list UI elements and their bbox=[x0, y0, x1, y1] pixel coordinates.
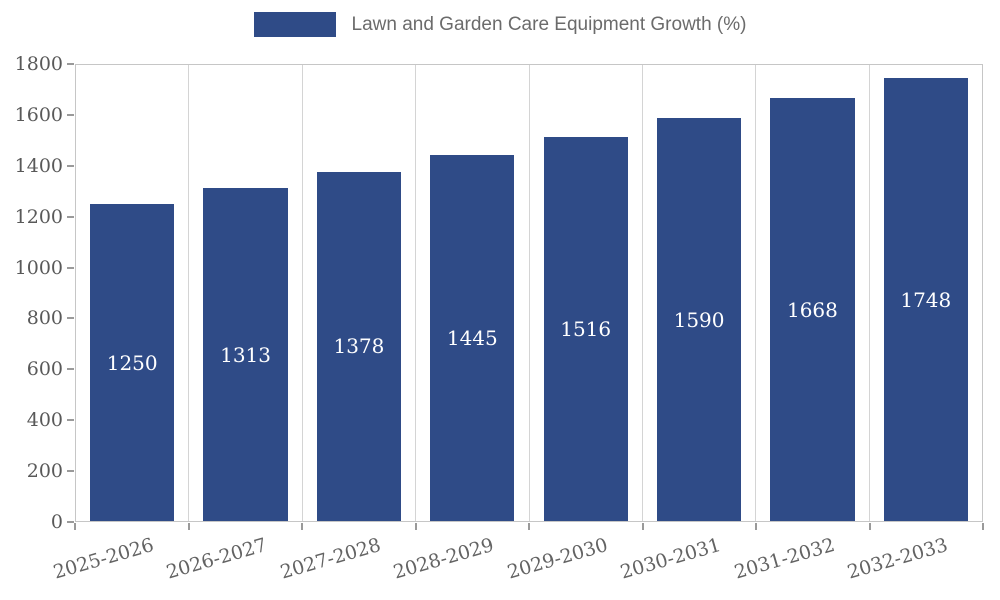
legend-swatch bbox=[253, 12, 336, 37]
y-tick-mark bbox=[67, 521, 74, 523]
bar: 1748 bbox=[883, 78, 968, 521]
x-tick-mark bbox=[982, 523, 984, 530]
y-tick-label: 600 bbox=[26, 358, 63, 381]
category-slot: 1748 bbox=[870, 65, 982, 521]
x-tick-mark bbox=[528, 523, 530, 530]
plot-area: 1250 1313 1378 1445 1516 1590 1668 1748 bbox=[75, 64, 983, 522]
x-tick-label: 2030-2031 bbox=[618, 534, 724, 584]
y-tick-mark bbox=[67, 63, 74, 65]
y-tick-mark bbox=[67, 470, 74, 473]
y-tick-mark bbox=[67, 368, 74, 371]
y-tick-label: 1200 bbox=[14, 205, 63, 228]
bar-value-label: 1668 bbox=[786, 297, 838, 322]
y-tick-label: 1600 bbox=[14, 103, 63, 126]
bar: 1516 bbox=[543, 136, 628, 521]
x-tick-mark bbox=[74, 523, 76, 530]
y-tick-mark bbox=[67, 419, 74, 422]
y-tick-mark bbox=[67, 164, 74, 167]
x-tick-label: 2025-2026 bbox=[50, 534, 156, 584]
x-tick-mark bbox=[301, 523, 303, 530]
bar-value-label: 1516 bbox=[560, 316, 612, 341]
category-slot: 1250 bbox=[76, 65, 190, 521]
x-tick-mark bbox=[187, 523, 190, 530]
y-tick-mark bbox=[67, 113, 74, 116]
bar: 1445 bbox=[430, 154, 515, 521]
bar: 1668 bbox=[770, 98, 855, 521]
legend: Lawn and Garden Care Equipment Growth (%… bbox=[0, 12, 1000, 37]
bar-value-label: 1590 bbox=[673, 307, 725, 332]
y-tick-label: 0 bbox=[50, 511, 63, 533]
x-tick-label: 2029-2030 bbox=[504, 534, 610, 584]
bar: 1378 bbox=[316, 171, 402, 521]
bar-value-label: 1445 bbox=[446, 325, 498, 350]
x-tick-label: 2028-2029 bbox=[391, 534, 497, 584]
x-tick-label: 2031-2032 bbox=[731, 534, 837, 584]
y-tick-label: 1000 bbox=[14, 256, 63, 279]
bar: 1590 bbox=[656, 118, 742, 521]
x-tick-mark bbox=[414, 523, 417, 530]
x-tick-mark bbox=[641, 523, 644, 530]
y-tick-label: 1800 bbox=[14, 53, 63, 75]
x-tick-label: 2026-2027 bbox=[164, 534, 270, 584]
bar-value-label: 1748 bbox=[900, 287, 952, 312]
x-tick-mark bbox=[755, 523, 757, 530]
bar: 1250 bbox=[90, 204, 175, 521]
y-tick-label: 400 bbox=[26, 409, 63, 432]
category-slot: 1668 bbox=[756, 65, 870, 521]
bar-value-label: 1313 bbox=[220, 342, 272, 367]
y-tick-label: 800 bbox=[26, 307, 63, 330]
category-slot: 1378 bbox=[303, 65, 417, 521]
y-tick-mark bbox=[67, 317, 74, 320]
y-tick-mark bbox=[67, 215, 74, 218]
legend-label: Lawn and Garden Care Equipment Growth (%… bbox=[351, 13, 747, 35]
x-tick-mark bbox=[868, 523, 871, 530]
y-tick-label: 200 bbox=[26, 460, 63, 483]
x-tick-label: 2032-2033 bbox=[845, 534, 951, 584]
bar: 1313 bbox=[203, 188, 288, 521]
y-tick-label: 1400 bbox=[14, 154, 63, 177]
y-tick-mark bbox=[67, 266, 74, 269]
category-slot: 1445 bbox=[416, 65, 530, 521]
category-slot: 1516 bbox=[530, 65, 643, 521]
category-slot: 1590 bbox=[643, 65, 757, 521]
x-tick-label: 2027-2028 bbox=[277, 534, 383, 584]
bar-value-label: 1250 bbox=[106, 350, 158, 375]
category-slot: 1313 bbox=[189, 65, 303, 521]
bar-value-label: 1378 bbox=[333, 334, 385, 359]
